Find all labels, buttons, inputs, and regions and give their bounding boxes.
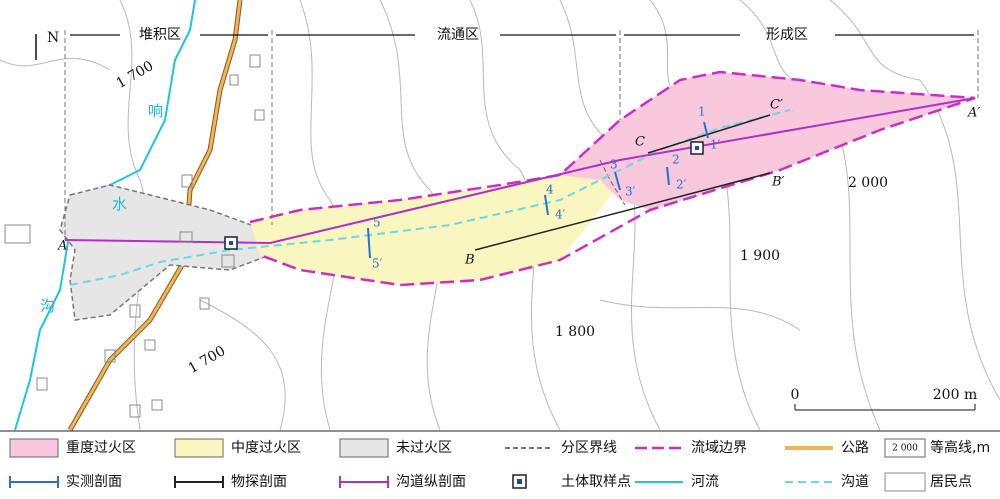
road [68, 0, 242, 431]
section-label: 1 [698, 105, 706, 119]
legend-contour-sample: 2 000 [892, 444, 918, 454]
section-label: 3′ [625, 185, 636, 199]
moderate-burn-area [250, 168, 630, 285]
section-label: 4 [546, 183, 554, 197]
profile-point: B [464, 253, 475, 268]
measured-sections [367, 121, 709, 259]
zone-label: 堆积区 [139, 27, 181, 43]
legend-label: 实测剖面 [66, 474, 122, 490]
contour-label: 1 900 [740, 248, 780, 264]
legend-label: 河流 [691, 474, 719, 490]
section-label: 1′ [710, 138, 721, 152]
section-label: 4′ [555, 208, 566, 222]
sampling-points [224, 141, 704, 250]
zone-boundary [599, 159, 626, 206]
section-label: 2 [672, 153, 680, 167]
legend-label: 居民点 [930, 474, 972, 490]
scale-label: 0 [791, 387, 800, 403]
legend-label: 等高线,m [930, 439, 990, 456]
zone-label: 形成区 [766, 27, 808, 43]
scale-label: 200 m [933, 387, 977, 403]
river-label: 水 [112, 195, 127, 213]
section-label: 2′ [676, 178, 687, 192]
legend-label: 公路 [841, 440, 869, 456]
legend-label: 中度过火区 [231, 440, 301, 456]
basin-boundary [249, 70, 976, 287]
profile-point: C [635, 135, 645, 150]
legend-label: 流域边界 [691, 440, 747, 456]
section-label: 5′ [372, 257, 383, 271]
channel [69, 109, 791, 286]
legend [9, 438, 926, 492]
legend-label: 物探剖面 [231, 474, 287, 490]
profile-point: A [57, 239, 67, 254]
profile-point: C′ [770, 98, 783, 113]
legend-label: 沟道纵剖面 [396, 474, 466, 490]
contour-label: 2 000 [848, 175, 888, 191]
unburned-area [59, 184, 271, 321]
legend-label: 分区界线 [561, 440, 617, 456]
contour-label: 1 700 [186, 343, 229, 377]
contour-label: 1 700 [114, 58, 157, 92]
severe-burn-area [560, 72, 975, 210]
geophysical-profile [647, 114, 771, 154]
section-label: 3 [610, 158, 618, 172]
profile-point: B′ [771, 175, 785, 190]
profile-point: A′ [967, 106, 980, 121]
zone-label: 流通区 [437, 27, 479, 43]
zone-dividers [64, 30, 979, 240]
legend-label: 重度过火区 [66, 440, 136, 456]
legend-label: 沟道 [841, 474, 869, 490]
river-label: 响 [148, 102, 163, 120]
north-label: N [47, 30, 59, 46]
contour-label: 1 800 [555, 324, 595, 340]
longitudinal-profile [269, 97, 976, 244]
geophysical-profile [474, 172, 771, 251]
legend-label: 土体取样点 [561, 474, 631, 490]
section-label: 5 [373, 216, 381, 230]
river-label: 沟 [40, 297, 55, 315]
legend-label: 未过火区 [396, 440, 452, 456]
settlements [4, 54, 265, 418]
